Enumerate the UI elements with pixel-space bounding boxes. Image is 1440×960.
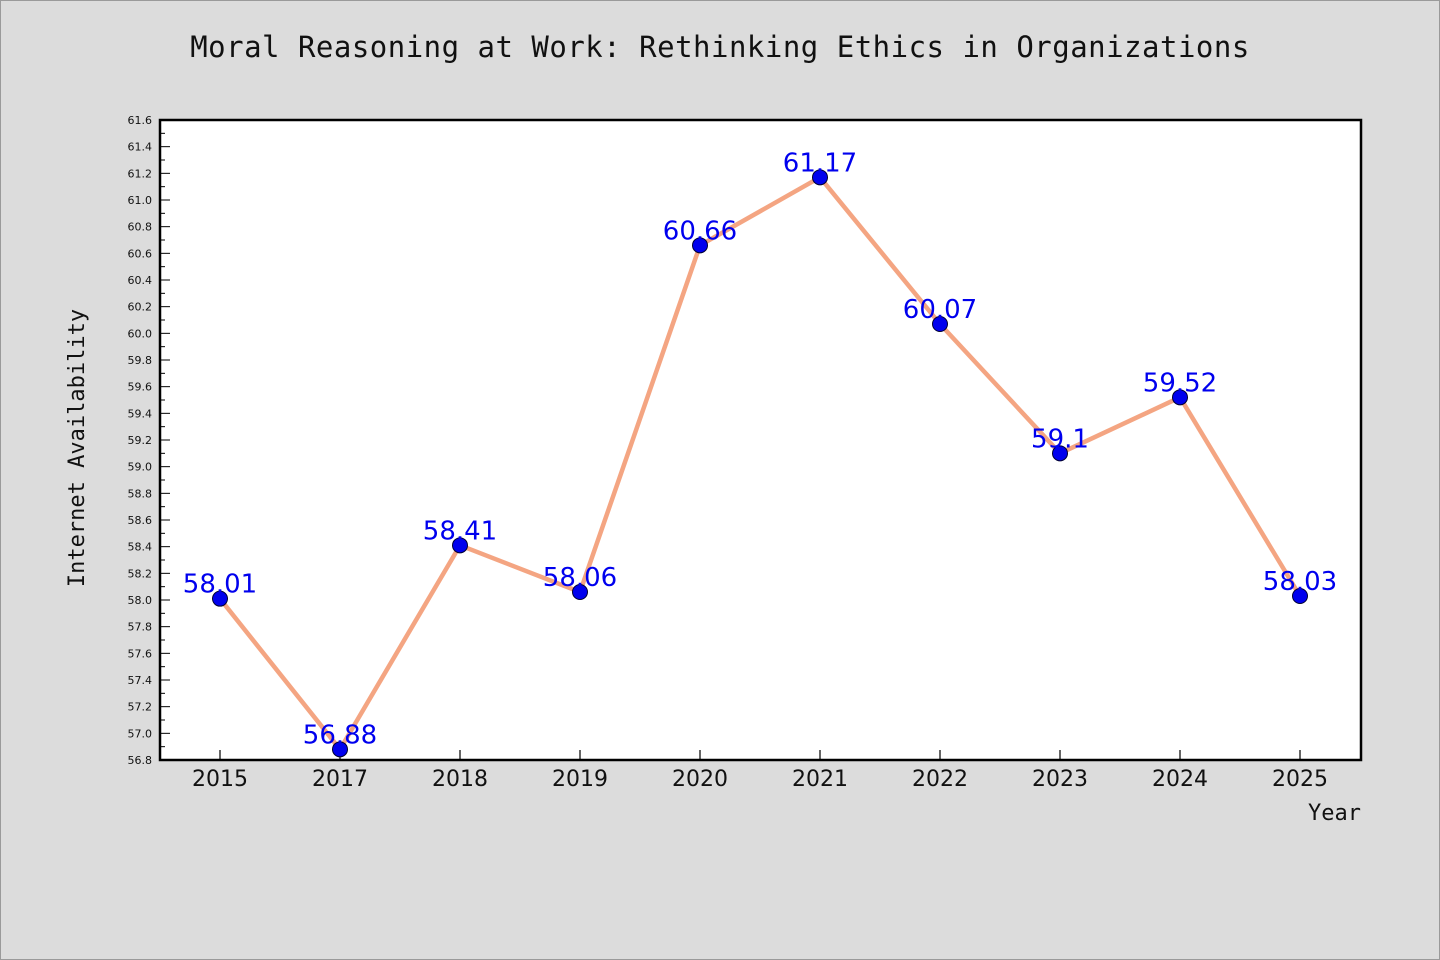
data-label: 58.41 bbox=[423, 516, 497, 546]
x-tick-label: 2025 bbox=[1272, 767, 1328, 792]
x-tick-label: 2023 bbox=[1032, 767, 1088, 792]
y-tick-label: 58.6 bbox=[128, 514, 153, 527]
data-point bbox=[332, 741, 348, 758]
y-tick-label: 61.4 bbox=[128, 141, 153, 154]
y-tick-label: 58.4 bbox=[128, 541, 153, 554]
data-point bbox=[572, 584, 588, 600]
chart-title: Moral Reasoning at Work: Rethinking Ethi… bbox=[190, 30, 1250, 64]
y-tick-label: 59.4 bbox=[128, 407, 153, 420]
x-tick-label: 2015 bbox=[192, 767, 248, 792]
y-axis: 56.8 57.0 57.2 57.4 57.6 57.8 58.0 58.2 58.4 58.6… bbox=[128, 114, 170, 767]
y-tick-label: 58.2 bbox=[128, 567, 153, 580]
y-tick-label: 59.2 bbox=[128, 434, 153, 447]
data-label: 60.07 bbox=[903, 295, 977, 325]
y-tick-label: 58.0 bbox=[128, 594, 153, 607]
y-tick-label: 61.2 bbox=[128, 167, 153, 180]
y-tick-label: 60.8 bbox=[128, 221, 153, 234]
y-tick-label: 56.8 bbox=[128, 754, 153, 767]
y-tick-label: 61.0 bbox=[128, 194, 153, 207]
series-group bbox=[212, 169, 1308, 758]
y-tick-label: 57.0 bbox=[128, 727, 153, 740]
y-tick-label: 61.6 bbox=[128, 114, 153, 127]
plot-area bbox=[158, 118, 1363, 762]
data-label: 56.88 bbox=[303, 720, 377, 750]
y-tick-label: 57.6 bbox=[128, 647, 153, 660]
y-tick-label: 58.8 bbox=[128, 487, 153, 500]
y-tick-label: 60.6 bbox=[128, 247, 153, 260]
y-axis-label: Internet Availability bbox=[65, 309, 90, 587]
data-label: 58.03 bbox=[1263, 567, 1337, 597]
data-labels-group: 58.01 56.88 58.41 58.06 60.66 61.17 60.07 59.1 5… bbox=[183, 148, 1337, 750]
y-tick-label: 60.0 bbox=[128, 327, 153, 340]
y-tick-label: 57.4 bbox=[128, 674, 153, 687]
data-point bbox=[692, 237, 708, 254]
data-point bbox=[1172, 389, 1188, 406]
y-tick-label: 60.2 bbox=[128, 301, 153, 314]
data-point bbox=[932, 316, 948, 332]
data-point bbox=[1052, 445, 1068, 462]
data-label: 59.1 bbox=[1031, 424, 1089, 454]
y-tick-label: 57.2 bbox=[128, 701, 153, 714]
y-tick-label: 60.4 bbox=[128, 274, 153, 287]
y-tick-label: 59.0 bbox=[128, 461, 153, 474]
y-tick-label: 59.6 bbox=[128, 381, 153, 394]
data-label: 59.52 bbox=[1143, 368, 1217, 398]
x-axis-label: Year bbox=[1308, 801, 1361, 826]
data-label: 60.66 bbox=[663, 216, 737, 246]
x-tick-label: 2017 bbox=[312, 767, 368, 792]
x-tick-label: 2019 bbox=[552, 767, 608, 792]
data-label: 58.06 bbox=[543, 563, 617, 593]
x-tick-label: 2021 bbox=[792, 767, 848, 792]
data-point bbox=[812, 169, 828, 186]
x-axis: 2015 2017 2018 2019 2020 2021 2022 2023 2024 2025 bbox=[192, 750, 1328, 792]
x-tick-label: 2024 bbox=[1152, 767, 1208, 792]
series-line bbox=[217, 175, 1303, 752]
y-tick-label: 59.8 bbox=[128, 354, 153, 367]
data-point bbox=[452, 537, 468, 554]
x-tick-label: 2022 bbox=[912, 767, 968, 792]
data-point bbox=[212, 590, 228, 607]
data-label: 58.01 bbox=[183, 570, 257, 600]
x-tick-label: 2020 bbox=[672, 767, 728, 792]
data-point bbox=[1292, 588, 1308, 604]
data-label: 61.17 bbox=[783, 148, 857, 178]
x-tick-label: 2018 bbox=[432, 767, 488, 792]
y-tick-label: 57.8 bbox=[128, 621, 153, 634]
